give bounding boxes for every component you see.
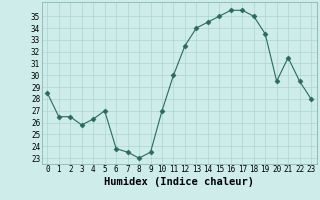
X-axis label: Humidex (Indice chaleur): Humidex (Indice chaleur) [104,177,254,187]
